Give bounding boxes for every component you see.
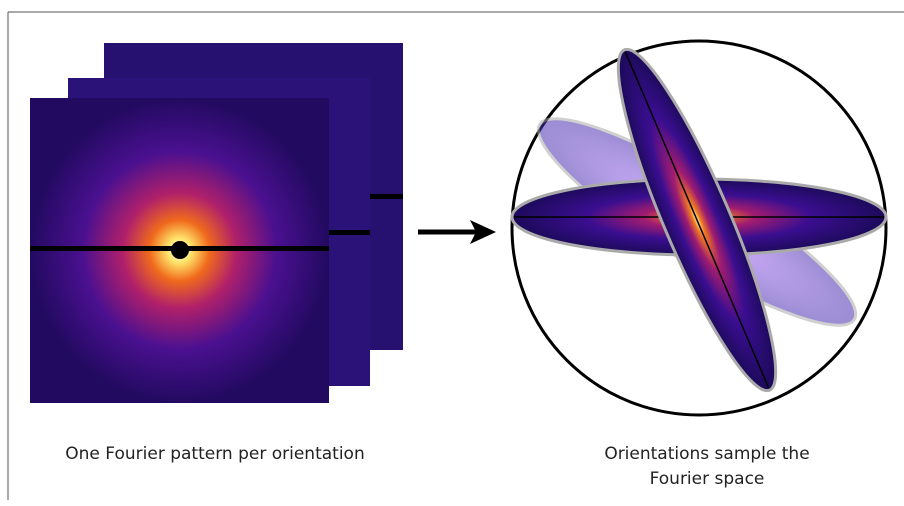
caption-right-line2: Fourier space bbox=[650, 469, 765, 489]
beamstop-center bbox=[171, 241, 189, 259]
caption-left: One Fourier pattern per orientation bbox=[65, 444, 364, 464]
fourier-sphere bbox=[512, 37, 886, 415]
beamstop-middle bbox=[329, 230, 370, 235]
beamstop-back bbox=[370, 194, 403, 199]
arrow bbox=[418, 220, 496, 244]
figure: One Fourier pattern per orientation Orie… bbox=[0, 0, 904, 506]
caption-right-line1: Orientations sample the bbox=[604, 444, 809, 464]
pattern-stack bbox=[30, 43, 403, 403]
